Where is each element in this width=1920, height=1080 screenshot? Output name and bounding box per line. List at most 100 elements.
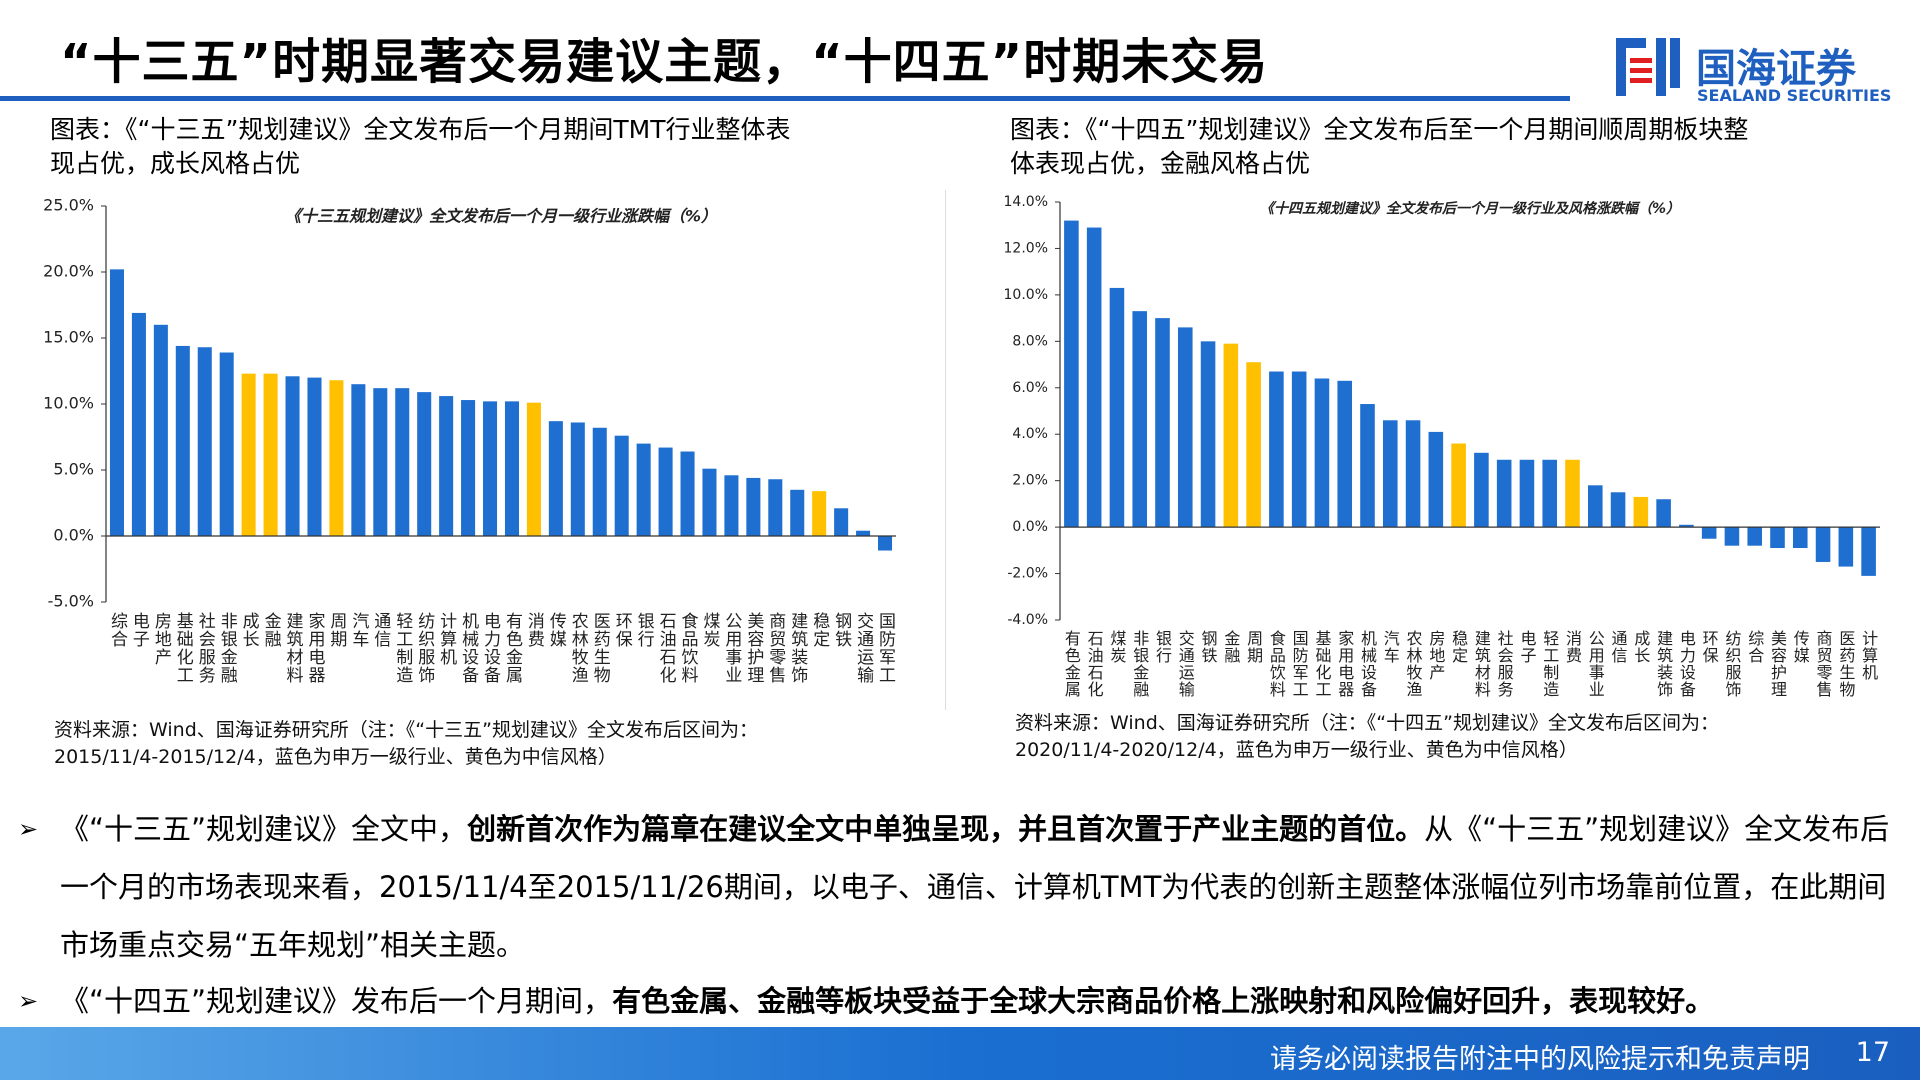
x-tick-label: 钢铁 [1199, 630, 1218, 664]
source-note: 资料来源：Wind、国海证券研究所（注：《“十四五”规划建议》全文发布后区间为：… [1015, 710, 1719, 764]
bar [768, 479, 783, 536]
x-tick-label: 建筑装饰 [787, 612, 808, 684]
x-tick-label: 公用事业 [1586, 630, 1605, 698]
bar [570, 422, 585, 536]
bar [680, 451, 695, 536]
source-line: 2015/11/4-2015/12/4，蓝色为申万一级行业、黄色为中信风格） [54, 746, 617, 768]
x-tick-label: 商贸零售 [765, 612, 786, 684]
x-tick-label: 通信 [370, 612, 391, 648]
x-tick-label: 国防军工 [875, 612, 896, 684]
logo-icon [1616, 38, 1680, 96]
bar [1861, 527, 1876, 576]
x-tick-label: 房地产 [1426, 630, 1445, 681]
text-run: 从《“十三五”规划建议》全文发布后一个月的市场表现来看，2015/11/4至20… [60, 812, 1890, 962]
bar [1474, 452, 1489, 528]
x-tick-label: 银行 [634, 612, 655, 648]
x-tick-label: 食品饮料 [1267, 630, 1286, 698]
x-tick-label: 非银金融 [1130, 630, 1149, 698]
x-tick-label: 稳定 [809, 612, 830, 648]
title-rule [0, 96, 1570, 101]
y-tick-label: -4.0% [1007, 612, 1048, 628]
x-tick-label: 成长 [1631, 630, 1650, 664]
bar [1542, 459, 1558, 528]
y-tick-label: 6.0% [1012, 380, 1048, 396]
bar [1064, 220, 1079, 528]
bar [373, 388, 388, 536]
bar [263, 373, 278, 536]
x-tick-label: 公用事业 [721, 612, 742, 684]
x-tick-label: 社会服务 [195, 612, 216, 684]
figure-caption: 图表：《“十四五”规划建议》全文发布后至一个月期间顺周期板块整 体表现占优，金融… [1010, 113, 1748, 181]
x-tick-label: 医药生物 [590, 612, 611, 684]
bar [439, 396, 454, 536]
disclaimer: 请务必阅读报告附注中的风险提示和免责声明 [1270, 1044, 1810, 1075]
x-tick-label: 周期 [1244, 630, 1263, 664]
bar [1155, 318, 1170, 528]
x-tick-label: 国防军工 [1290, 630, 1309, 698]
source-note: 资料来源：Wind、国海证券研究所（注：《“十三五”规划建议》全文发布后区间为：… [54, 717, 758, 771]
bar [329, 380, 344, 536]
bar [417, 392, 432, 536]
bar [1656, 499, 1671, 528]
x-tick-label: 计算机 [436, 612, 457, 666]
y-tick-label: 10.0% [43, 394, 94, 413]
x-tick-label: 建筑材料 [283, 612, 304, 684]
bar [1382, 420, 1398, 528]
chart-title: 《十四五规划建议》全文发布后一个月一级行业及风格涨跌幅（%） [1260, 200, 1680, 217]
bold-run: 创新首次作为篇章在建议全文中单独呈现，并且首次置于产业主题的首位。 [467, 812, 1425, 846]
x-tick-label: 非银金融 [217, 612, 238, 684]
bar [812, 491, 827, 536]
bar [1496, 459, 1512, 528]
figure-caption: 图表：《“十三五”规划建议》全文发布后一个月期间TMT行业整体表 现占优，成长风… [50, 113, 791, 181]
page-number: 17 [1855, 1037, 1890, 1068]
x-tick-label: 有色金属 [502, 612, 523, 684]
bar [1360, 404, 1375, 528]
y-tick-label: 0.0% [53, 526, 94, 545]
bar [636, 443, 651, 536]
x-tick-label: 煤炭 [699, 612, 720, 648]
x-tick-label: 稳定 [1449, 630, 1468, 664]
bullet-marker: ➢ [18, 815, 39, 843]
x-tick-label: 交通运输 [853, 612, 874, 684]
bar [878, 536, 893, 551]
x-tick-label: 成长 [239, 612, 260, 648]
bar [219, 352, 234, 536]
bar [109, 269, 124, 536]
y-tick-label: 8.0% [1012, 333, 1048, 349]
bar [834, 508, 849, 536]
bar [1177, 327, 1193, 528]
bar [351, 384, 366, 536]
bar [790, 489, 805, 536]
chart-title: 《十三五规划建议》全文发布后一个月一级行业涨跌幅（%） [285, 207, 717, 226]
x-tick-label: 通信 [1609, 630, 1628, 664]
bullet-marker: ➢ [18, 987, 39, 1015]
x-tick-label: 汽车 [1381, 630, 1400, 664]
bold-run: 有色金属、金融等板块受益于全球大宗商品价格上涨映射和风险偏好回升，表现较好。 [612, 984, 1715, 1018]
y-tick-label: 5.0% [53, 460, 94, 479]
x-tick-label: 美容护理 [1768, 630, 1787, 698]
x-tick-label: 计算机 [1859, 630, 1878, 681]
x-tick-label: 纺织服饰 [414, 612, 435, 684]
bar [1565, 459, 1580, 528]
bar [285, 376, 300, 536]
x-tick-label: 传媒 [1791, 630, 1810, 664]
text-run: 《“十四五”规划建议》发布后一个月期间， [60, 984, 613, 1018]
bar [1587, 485, 1603, 528]
x-tick-label: 交通运输 [1176, 630, 1195, 698]
x-tick-label: 钢铁 [831, 612, 852, 648]
panel-divider [945, 190, 946, 710]
x-tick-label: 建筑材料 [1472, 630, 1491, 698]
y-tick-label: 12.0% [1004, 240, 1048, 256]
bar [592, 427, 607, 536]
bar [1246, 362, 1261, 528]
x-tick-label: 基础化工 [173, 612, 194, 684]
x-tick-label: 金融 [261, 612, 282, 648]
text-run: 《“十三五”规划建议》全文中， [60, 812, 468, 846]
x-tick-label: 美容护理 [743, 612, 764, 684]
y-tick-label: 20.0% [43, 262, 94, 281]
x-tick-label: 农林牧渔 [568, 612, 589, 684]
bar [1610, 492, 1626, 528]
bar [1633, 496, 1649, 528]
